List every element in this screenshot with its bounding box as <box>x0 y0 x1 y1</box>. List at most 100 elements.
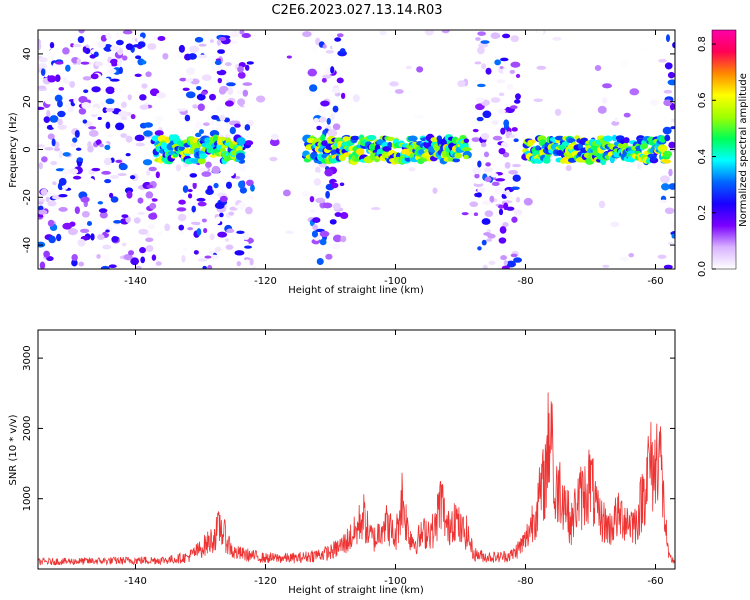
heatmap-cell <box>488 260 496 265</box>
heatmap-cell <box>565 165 572 172</box>
heatmap-cell <box>77 161 82 167</box>
heatmap-cell <box>284 49 294 56</box>
heatmap-cell <box>107 68 117 74</box>
heatmap-cell <box>62 222 73 230</box>
heatmap-cell <box>149 264 159 269</box>
heatmap-cell <box>324 168 334 177</box>
heatmap-cell <box>71 254 78 262</box>
heatmap-cell <box>77 36 85 44</box>
heatmap-cell <box>58 194 68 198</box>
heatmap-cell <box>41 156 48 163</box>
colorbar-tick-label: 0.4 <box>697 149 708 165</box>
heatmap-cell <box>239 30 245 35</box>
heatmap-cell <box>219 212 224 218</box>
heatmap-x-ticks: -140 -120 -100 -80 -60 <box>124 30 664 287</box>
heatmap-cell <box>209 194 217 199</box>
heatmap-cell <box>499 66 504 70</box>
heatmap-cell <box>209 254 219 260</box>
heatmap-cell <box>481 218 491 225</box>
heatmap-cell <box>57 124 68 130</box>
heatmap-cell <box>214 246 222 253</box>
heatmap-cell <box>157 36 166 42</box>
heatmap-cell <box>125 216 131 223</box>
heatmap-cell <box>301 191 311 197</box>
heatmap-cell <box>515 73 521 78</box>
heatmap-cell <box>134 134 145 142</box>
heatmap-cell <box>54 61 64 65</box>
snr-y-ticks: 1000 2000 3000 <box>22 345 675 511</box>
heatmap-cell <box>188 53 197 60</box>
heatmap-cell <box>146 198 153 204</box>
heatmap-cell <box>38 85 46 89</box>
heatmap-cell <box>480 132 490 140</box>
heatmap-cell <box>469 201 479 208</box>
heatmap-cell <box>207 185 213 192</box>
heatmap-cell <box>219 195 228 203</box>
heatmap-cell <box>552 36 562 41</box>
heatmap-cell <box>667 79 675 86</box>
heatmap-cell <box>70 142 77 147</box>
heatmap-cell <box>120 116 128 121</box>
heatmap-cell <box>663 264 673 269</box>
heatmap-cell <box>325 49 334 54</box>
heatmap-cell <box>119 163 128 171</box>
heatmap-cell <box>594 65 602 72</box>
heatmap-cell <box>339 48 346 53</box>
heatmap-cell <box>610 221 620 228</box>
heatmap-cell <box>452 158 461 163</box>
heatmap-cell <box>183 148 192 155</box>
heatmap-cell <box>313 178 321 186</box>
heatmap-cell <box>90 73 99 80</box>
heatmap-cell <box>325 190 330 199</box>
heatmap-cell <box>181 255 186 263</box>
heatmap-cell <box>74 129 80 138</box>
heatmap-cell <box>513 209 523 216</box>
heatmap-cell <box>244 140 254 146</box>
heatmap-cell <box>182 87 190 92</box>
heatmap-cell <box>472 128 479 133</box>
snr-y-label: SNR (10 * v/v) <box>8 414 19 485</box>
heatmap-cell <box>79 228 90 233</box>
heatmap-cell <box>134 73 142 78</box>
heatmap-cell <box>38 201 44 205</box>
heatmap-cell <box>105 32 112 40</box>
heatmap-cell <box>185 91 196 99</box>
heatmap-cell <box>509 134 516 139</box>
heatmap-cell <box>125 153 131 157</box>
heatmap-cell <box>239 240 249 246</box>
heatmap-cell <box>151 254 157 261</box>
heatmap-cell <box>160 142 168 150</box>
heatmap-cell <box>102 107 108 114</box>
heatmap-cell <box>49 41 55 49</box>
colorbar-tick-label: 0.8 <box>697 36 708 52</box>
heatmap-cell <box>105 121 111 129</box>
heatmap-cell <box>238 85 243 91</box>
heatmap-cell <box>503 119 510 127</box>
heatmap-cell <box>504 162 511 169</box>
heatmap-cell <box>657 254 667 259</box>
heatmap-cell <box>340 235 347 243</box>
heatmap-cell <box>44 97 54 105</box>
heatmap-cell <box>141 83 148 89</box>
heatmap-cell <box>49 47 59 55</box>
heatmap-cell <box>190 179 199 184</box>
heatmap-cell <box>430 137 439 143</box>
x-tick-label: -100 <box>384 276 407 287</box>
heatmap-cell <box>48 235 56 244</box>
heatmap-cell <box>81 210 90 218</box>
heatmap-cell <box>339 212 349 219</box>
heatmap-cell <box>237 71 246 79</box>
heatmap-cell <box>137 211 146 215</box>
heatmap-cell <box>38 63 48 70</box>
heatmap-cell <box>462 147 472 152</box>
heatmap-cell <box>312 217 321 224</box>
heatmap-cell <box>246 195 255 200</box>
heatmap-cell <box>72 44 82 48</box>
heatmap-cell <box>122 55 128 61</box>
heatmap-cell <box>88 130 99 137</box>
heatmap-cell <box>137 41 146 48</box>
snr-frame <box>37 329 676 570</box>
heatmap-cell <box>668 141 675 149</box>
heatmap-cell <box>477 31 486 36</box>
